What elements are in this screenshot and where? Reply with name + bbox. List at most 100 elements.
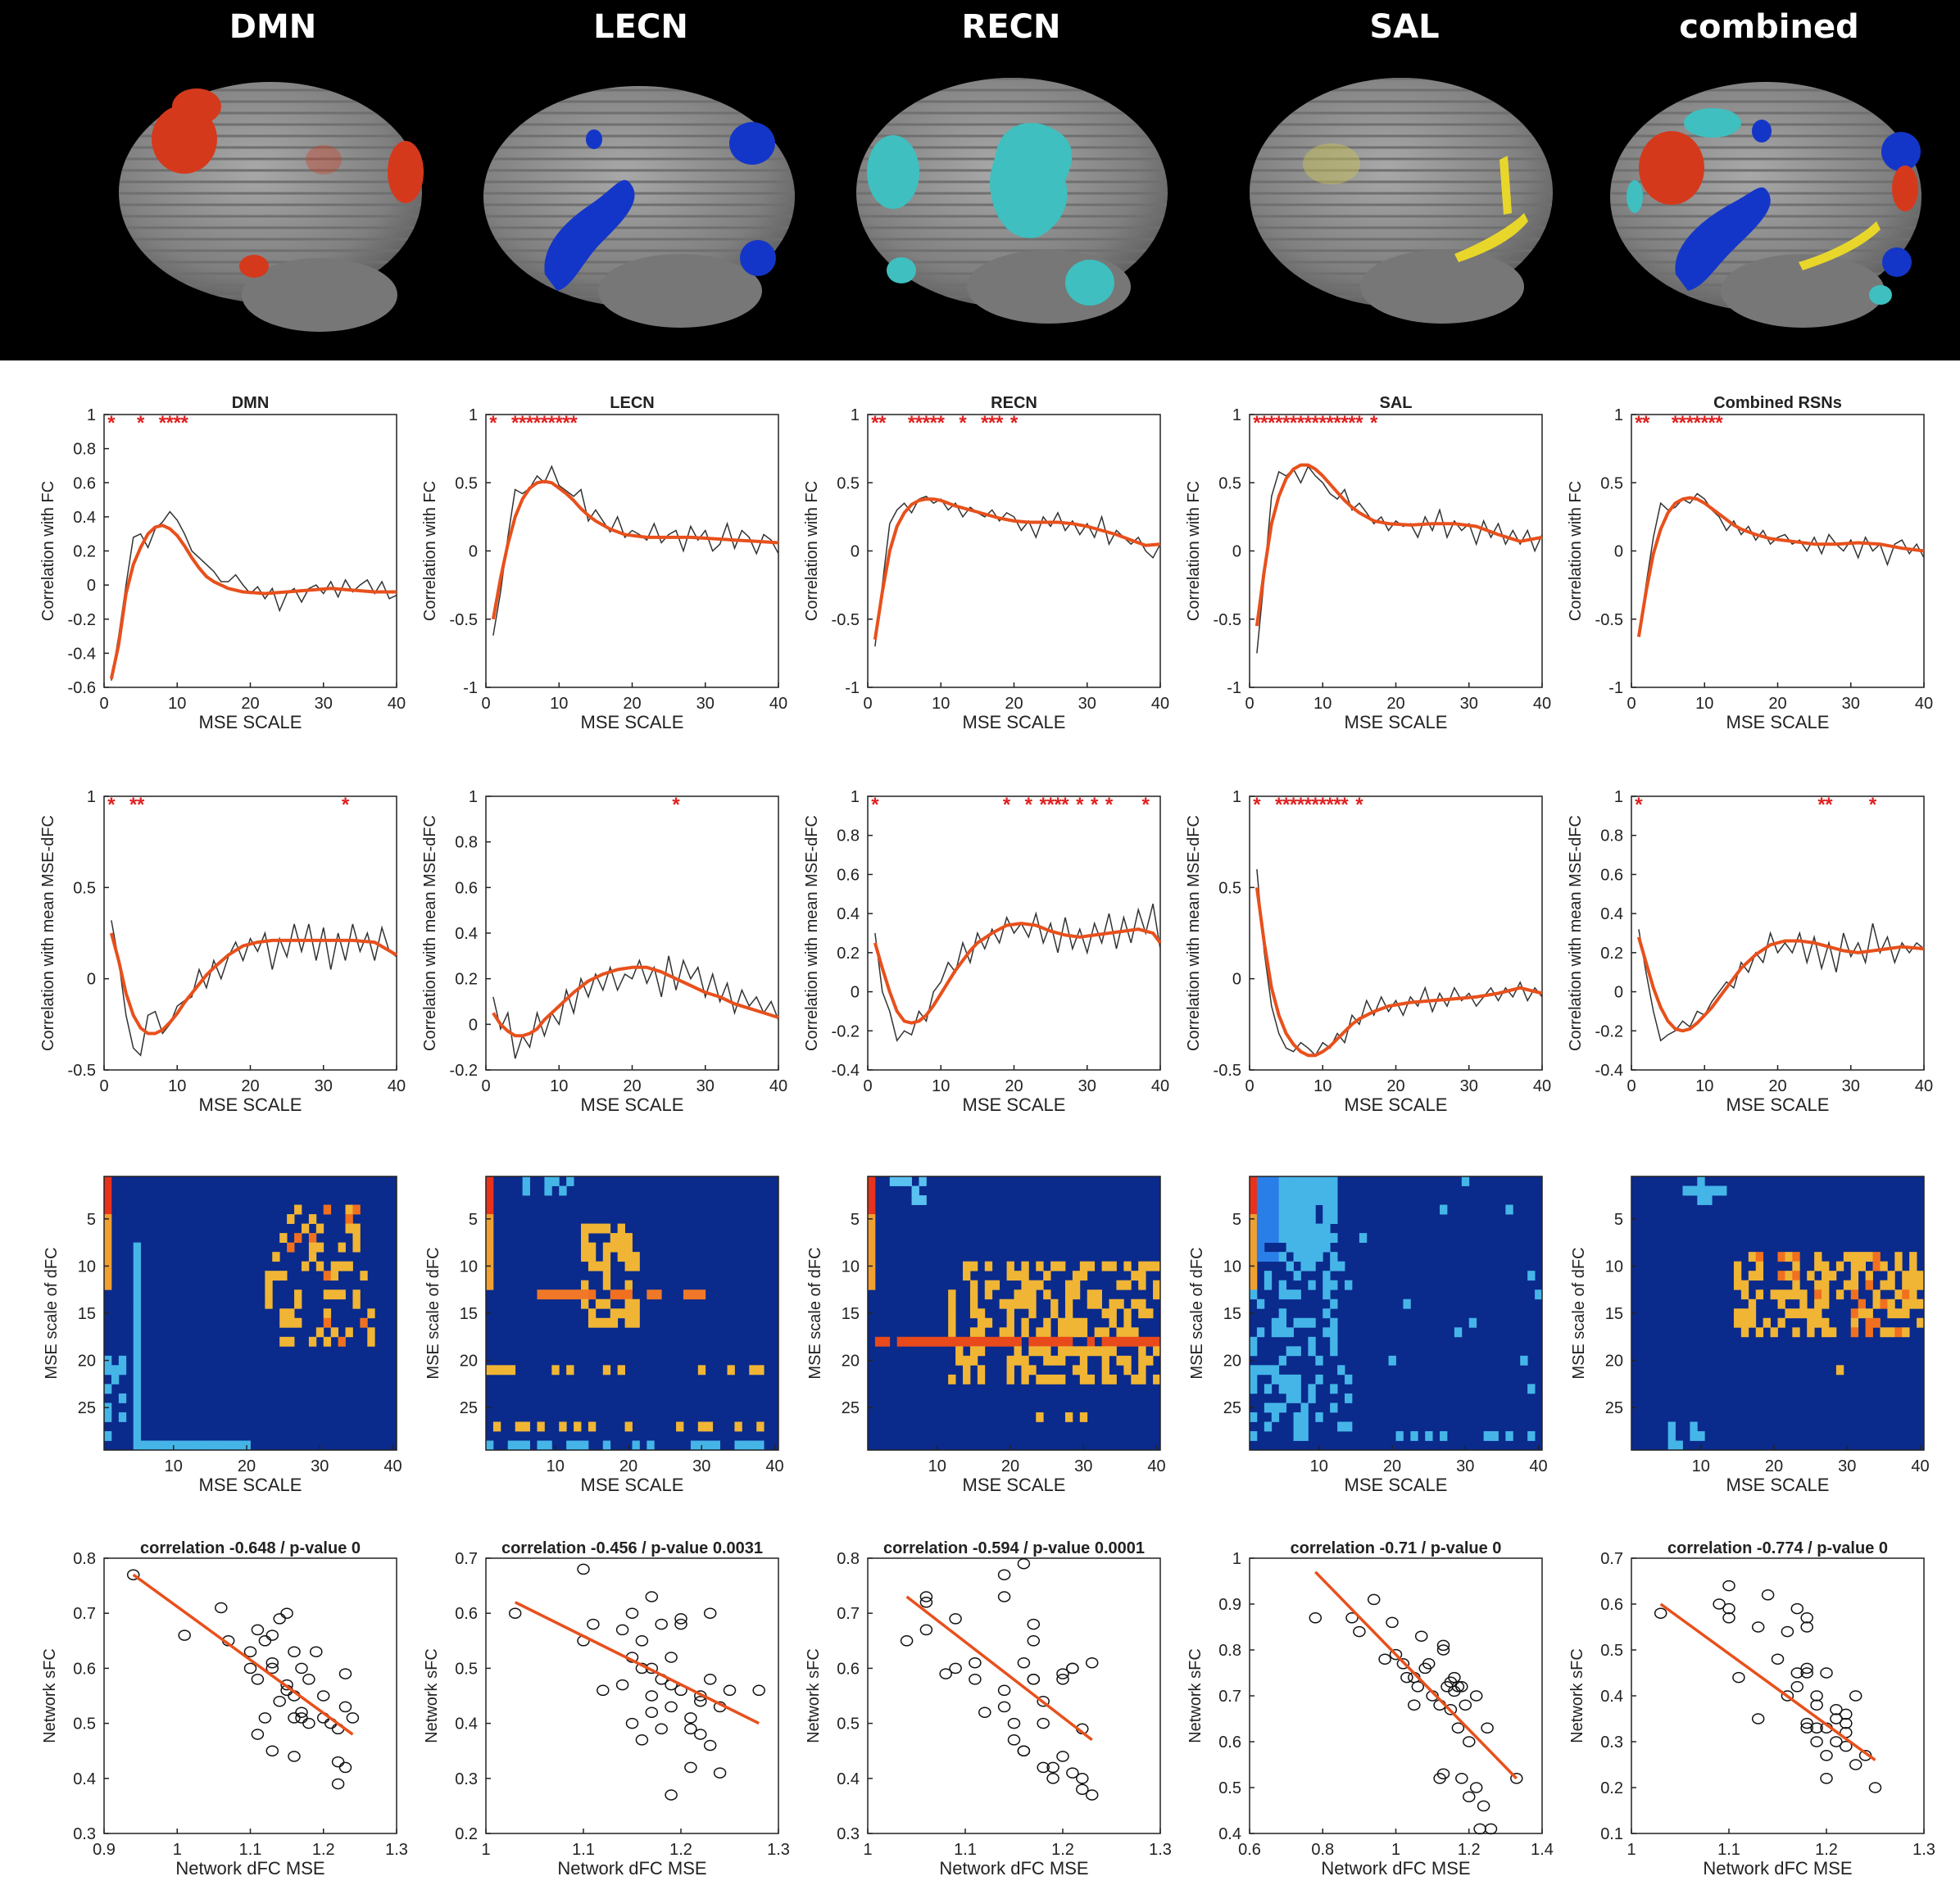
heatmap-cell xyxy=(948,1298,956,1309)
heatmap-cell xyxy=(1109,1346,1117,1357)
heatmap-cells xyxy=(104,1176,375,1451)
heatmap-cell xyxy=(574,1289,582,1300)
heatmap-cell xyxy=(1308,1176,1316,1186)
scatter-point xyxy=(1751,1713,1765,1725)
fit-series-line xyxy=(1254,463,1543,627)
scatter-point xyxy=(331,1756,345,1768)
heatmap-cell xyxy=(1887,1271,1895,1281)
scatter-point xyxy=(723,1684,737,1697)
heatmap-cell xyxy=(1286,1346,1294,1357)
heatmap-cell xyxy=(133,1430,142,1441)
y-tick-label: 1 xyxy=(1614,788,1623,806)
x-tick-label: 40 xyxy=(383,1457,402,1475)
scatter-point xyxy=(703,1674,717,1685)
y-axis-label: Correlation with FC xyxy=(39,481,57,621)
y-tick-label: -1 xyxy=(1608,679,1623,697)
y-tick-label: -0.5 xyxy=(1214,1062,1241,1080)
heatmap-cell xyxy=(1902,1280,1910,1290)
heatmap-cell xyxy=(1264,1223,1273,1234)
x-tick-label: 30 xyxy=(696,695,715,713)
heatmap-cell xyxy=(1101,1261,1109,1271)
heatmap-cell xyxy=(1293,1393,1301,1403)
heatmap-cell xyxy=(111,1365,120,1376)
heatmap-cell xyxy=(1828,1271,1837,1281)
heatmap-cell xyxy=(874,1336,883,1347)
heatmap-cell xyxy=(1330,1280,1338,1290)
heatmap-cell xyxy=(507,1365,516,1376)
heatmap-cell xyxy=(911,1336,919,1347)
scatter-point xyxy=(949,1662,962,1675)
y-tick-label: -0.4 xyxy=(1595,1062,1623,1080)
heatmap-cell xyxy=(1902,1308,1910,1319)
y-tick-label: 0.2 xyxy=(73,543,96,561)
scatter-point xyxy=(1451,1722,1465,1734)
heatmap-cell xyxy=(595,1298,604,1309)
y-tick-label: 20 xyxy=(460,1353,478,1371)
x-tick-label: 20 xyxy=(1386,695,1404,713)
heatmap-cell xyxy=(969,1289,978,1300)
scatter-point xyxy=(919,1624,933,1636)
heatmap-cell xyxy=(1315,1185,1323,1196)
y-tick-label: 0 xyxy=(851,984,860,1002)
heatmap-cell xyxy=(559,1185,567,1196)
heatmap-cell xyxy=(1917,1298,1925,1309)
x-tick-label: 40 xyxy=(1915,1077,1933,1095)
heatmap-cell xyxy=(654,1289,662,1300)
heatmap-cell xyxy=(1064,1308,1073,1319)
heatmap-cell xyxy=(1079,1271,1088,1281)
axes-frame xyxy=(1631,1176,1925,1451)
scatter-point xyxy=(1840,1708,1853,1720)
heatmap-cell xyxy=(868,1204,876,1215)
x-tick-label: 0 xyxy=(99,1077,108,1095)
heatmap-cell xyxy=(1792,1308,1800,1319)
heatmap-cell xyxy=(1308,1195,1316,1205)
heatmap-cell xyxy=(1006,1336,1014,1347)
heatmap-cell xyxy=(1271,1223,1280,1234)
x-tick-label: 0 xyxy=(1627,1077,1636,1095)
heatmap-cell xyxy=(1271,1176,1280,1186)
heatmap-cell xyxy=(1064,1317,1073,1328)
scatter-point xyxy=(1810,1736,1823,1747)
y-tick-label: 15 xyxy=(78,1305,96,1323)
y-axis-label: Network sFC xyxy=(1186,1648,1205,1743)
heatmap-cell xyxy=(1153,1346,1161,1357)
x-tick-label: 0.8 xyxy=(1311,1841,1334,1859)
heatmap-cell xyxy=(1850,1289,1859,1300)
heatmap-cell xyxy=(544,1176,552,1186)
heatmap-cell xyxy=(1799,1308,1808,1319)
chart-title: correlation -0.594 / p-value 0.0001 xyxy=(883,1539,1145,1557)
chart-title: SAL xyxy=(1380,394,1413,412)
heatmap-cell xyxy=(602,1252,611,1262)
heatmap-cell xyxy=(933,1336,941,1347)
heatmap-cell xyxy=(1021,1317,1029,1328)
heatmap-cell xyxy=(955,1355,964,1366)
scatter-point xyxy=(694,1729,707,1740)
significance-star: * xyxy=(1708,412,1717,434)
heatmap-cell xyxy=(617,1252,625,1262)
heatmap-cell xyxy=(566,1176,574,1186)
heatmap-cell xyxy=(1278,1308,1287,1319)
heatmap-cell xyxy=(1123,1365,1132,1376)
heatmap-cell xyxy=(133,1271,142,1281)
heatmap-cell xyxy=(1250,1430,1258,1441)
heatmap-cell xyxy=(1109,1308,1117,1319)
heatmap-cell xyxy=(1079,1327,1088,1338)
y-tick-label: 0 xyxy=(1614,543,1623,561)
y-tick-label: -0.5 xyxy=(1595,611,1623,629)
scatter-point xyxy=(587,1618,600,1630)
scatter-point xyxy=(674,1613,687,1625)
scatter-point xyxy=(1459,1699,1472,1711)
axes-frame xyxy=(1631,1557,1925,1834)
y-tick-label: 20 xyxy=(1605,1353,1623,1371)
heatmap-cell xyxy=(265,1289,273,1300)
heatmap-background xyxy=(1631,1176,1924,1450)
scatter-point xyxy=(310,1646,323,1657)
heatmap-cell xyxy=(1440,1204,1448,1215)
x-tick-label: 30 xyxy=(1842,695,1860,713)
x-tick-label: 20 xyxy=(241,695,259,713)
heatmap-cell xyxy=(1278,1384,1287,1394)
x-tick-label: 30 xyxy=(1842,1077,1860,1095)
heatmap-cell xyxy=(1807,1271,1815,1281)
heatmap-cell xyxy=(1006,1298,1014,1309)
scatter-point xyxy=(316,1690,330,1702)
